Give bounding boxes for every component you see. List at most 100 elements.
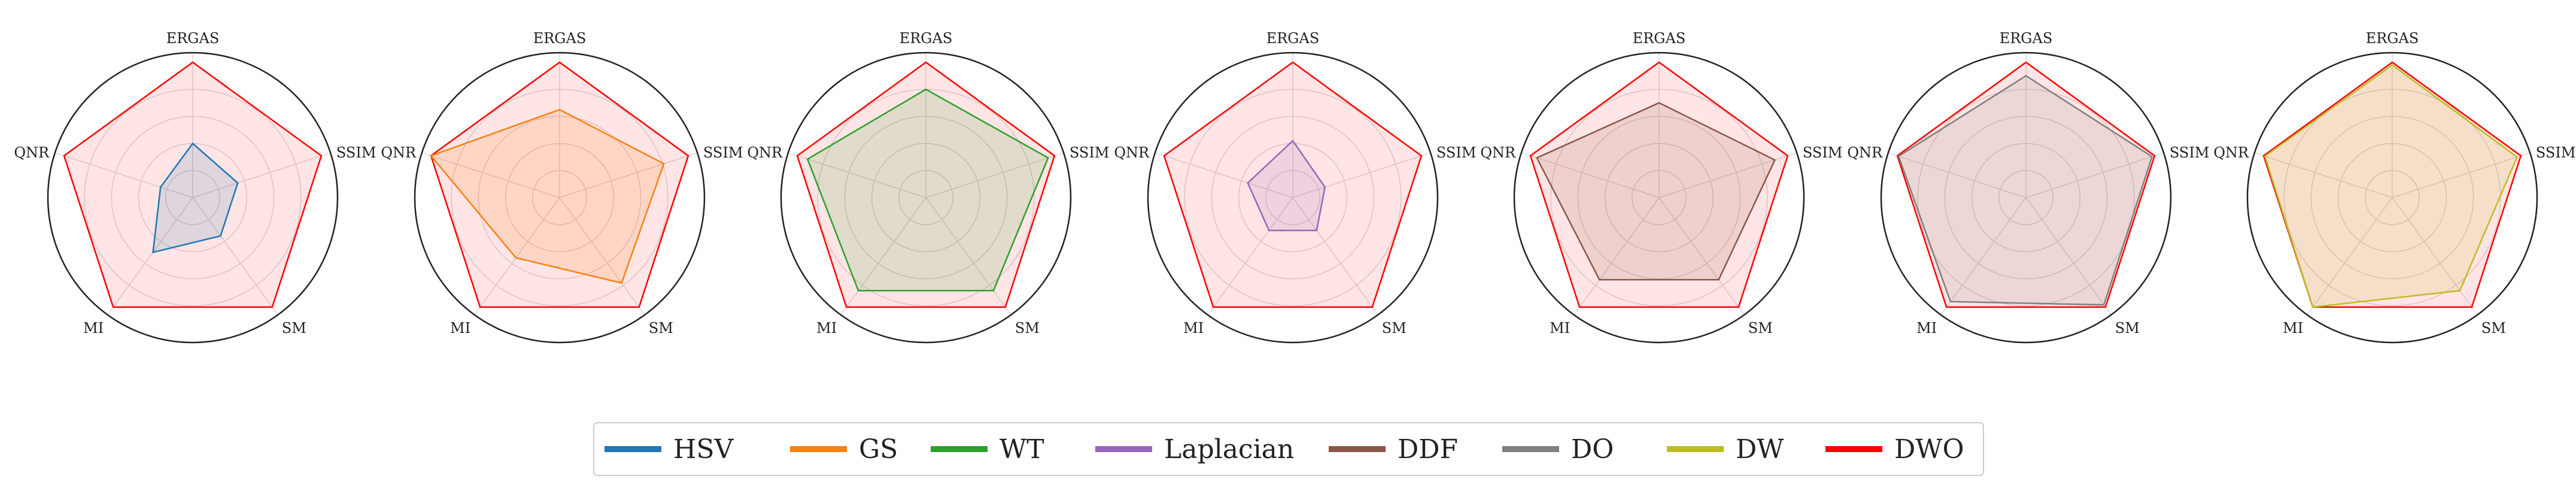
axis-label-ssim: SSIM (336, 144, 376, 161)
axis-label-mi: MI (450, 320, 470, 337)
axis-label-sm: SM (1748, 320, 1773, 337)
legend-label: HSV (673, 434, 734, 465)
grid-spoke (788, 152, 926, 198)
axis-label-ergas: ERGAS (533, 30, 587, 47)
legend-item-dwo: DWO (1825, 434, 1964, 465)
legend-label: Laplacian (1164, 434, 1294, 465)
outer-circle (2246, 51, 2538, 344)
grid-spoke (2392, 197, 2478, 316)
grid-spoke (2025, 197, 2112, 316)
axis-label-mi: MI (2283, 320, 2303, 337)
grid-spoke (925, 197, 1011, 316)
radar-panel-ddf: ERGAS SSIM SM MI QNR (1480, 30, 1843, 344)
grid-spoke (559, 197, 645, 316)
axis-label-ssim: SSIM (703, 144, 743, 161)
radar-panel-gs: ERGAS SSIM SM MI QNR (381, 30, 743, 344)
legend-item-do: DO (1502, 434, 1614, 465)
axis-label-qnr: QNR (1847, 144, 1883, 161)
radar-panels: ERGAS SSIM SM MI QNR ERGAS SSIM SM MI QNR ERGAS SSI… (14, 30, 2576, 344)
radar-panel-dw: ERGAS SSIM SM MI QNR (2213, 30, 2576, 344)
radar-panel-hsv: ERGAS SSIM SM MI QNR (14, 30, 376, 344)
axis-label-ergas: ERGAS (900, 30, 953, 47)
legend-item-ddf: DDF (1329, 434, 1458, 465)
grid-spoke (1292, 152, 1431, 198)
radar-panel-do: ERGAS SSIM SM MI QNR (1847, 30, 2210, 344)
series-polygon-do (1897, 75, 2153, 306)
grid-spoke (474, 197, 560, 316)
axis-label-qnr: QNR (381, 144, 417, 161)
outer-circle (414, 51, 706, 344)
axis-label-mi: MI (1916, 320, 1937, 337)
axis-label-mi: MI (83, 320, 104, 337)
grid-spoke (2025, 152, 2164, 198)
axis-label-ssim: SSIM (2170, 144, 2210, 161)
axis-label-qnr: QNR (14, 144, 50, 161)
legend-item-wt: WT (931, 434, 1044, 465)
outer-circle (1513, 51, 1805, 344)
axis-label-mi: MI (1183, 320, 1204, 337)
grid-spoke (54, 152, 193, 198)
axis-label-mi: MI (816, 320, 837, 337)
grid-spoke (840, 197, 926, 316)
axis-label-ergas: ERGAS (2000, 30, 2053, 47)
grid-spoke (1155, 152, 1293, 198)
legend-item-hsv: HSV (604, 434, 734, 465)
grid-spoke (1521, 152, 1660, 198)
axis-label-sm: SM (2481, 320, 2506, 337)
radar-panel-wt: ERGAS SSIM SM MI QNR (747, 30, 1110, 344)
axis-label-qnr: QNR (2213, 144, 2249, 161)
series-polygon-wt (806, 88, 1049, 292)
series-polygon-gs (429, 108, 665, 284)
series-polygon-dwo (1529, 61, 1789, 308)
grid-spoke (1658, 197, 1745, 316)
axis-label-sm: SM (1015, 320, 1040, 337)
axis-label-qnr: QNR (1114, 144, 1150, 161)
radar-panel-laplacian: ERGAS SSIM SM MI QNR (1114, 30, 1477, 344)
outer-circle (1880, 51, 2172, 344)
axis-label-qnr: QNR (1480, 144, 1516, 161)
series-polygon-hsv (152, 142, 239, 254)
legend-item-dw: DW (1667, 434, 1784, 465)
grid-spoke (1573, 197, 1660, 316)
axis-label-ssim: SSIM (1803, 144, 1843, 161)
grid-spoke (1940, 197, 2027, 316)
series-polygon-dwo (430, 61, 689, 308)
grid-spoke (925, 152, 1064, 198)
axis-label-ergas: ERGAS (1266, 30, 1320, 47)
legend-box (593, 422, 1984, 476)
series-polygon-dw (2264, 63, 2519, 308)
legend-label: DDF (1398, 434, 1458, 465)
axis-label-sm: SM (1382, 320, 1407, 337)
axis-label-sm: SM (2115, 320, 2140, 337)
legend: HSV GS WT Laplacian DDF DO DW DWO (593, 422, 1984, 476)
grid-spoke (2392, 152, 2531, 198)
axis-label-ergas: ERGAS (166, 30, 220, 47)
grid-spoke (192, 197, 278, 316)
axis-label-ssim: SSIM (1070, 144, 1110, 161)
grid-spoke (421, 152, 560, 198)
outer-circle (1147, 51, 1439, 344)
axis-label-ssim: SSIM (1436, 144, 1477, 161)
series-polygon-dwo (796, 61, 1056, 308)
legend-item-laplacian: Laplacian (1095, 434, 1294, 465)
grid-spoke (107, 197, 193, 316)
outer-circle (47, 51, 339, 344)
grid-spoke (2307, 197, 2393, 316)
legend-label: DW (1736, 434, 1784, 465)
legend-item-gs: GS (790, 434, 898, 465)
axis-label-ssim: SSIM (2536, 144, 2576, 161)
axis-label-ergas: ERGAS (1633, 30, 1686, 47)
legend-label: GS (859, 434, 898, 465)
series-polygon-dwo (63, 61, 323, 308)
legend-label: WT (1000, 434, 1044, 465)
series-polygon-dwo (1896, 61, 2156, 308)
legend-label: DWO (1894, 434, 1964, 465)
axis-label-qnr: QNR (747, 144, 783, 161)
grid-spoke (1888, 152, 2027, 198)
grid-spoke (1207, 197, 1293, 316)
series-polygon-dwo (2262, 61, 2522, 308)
series-polygon-dwo (1163, 61, 1423, 308)
outer-circle (780, 51, 1072, 344)
axis-label-ergas: ERGAS (2366, 30, 2419, 47)
